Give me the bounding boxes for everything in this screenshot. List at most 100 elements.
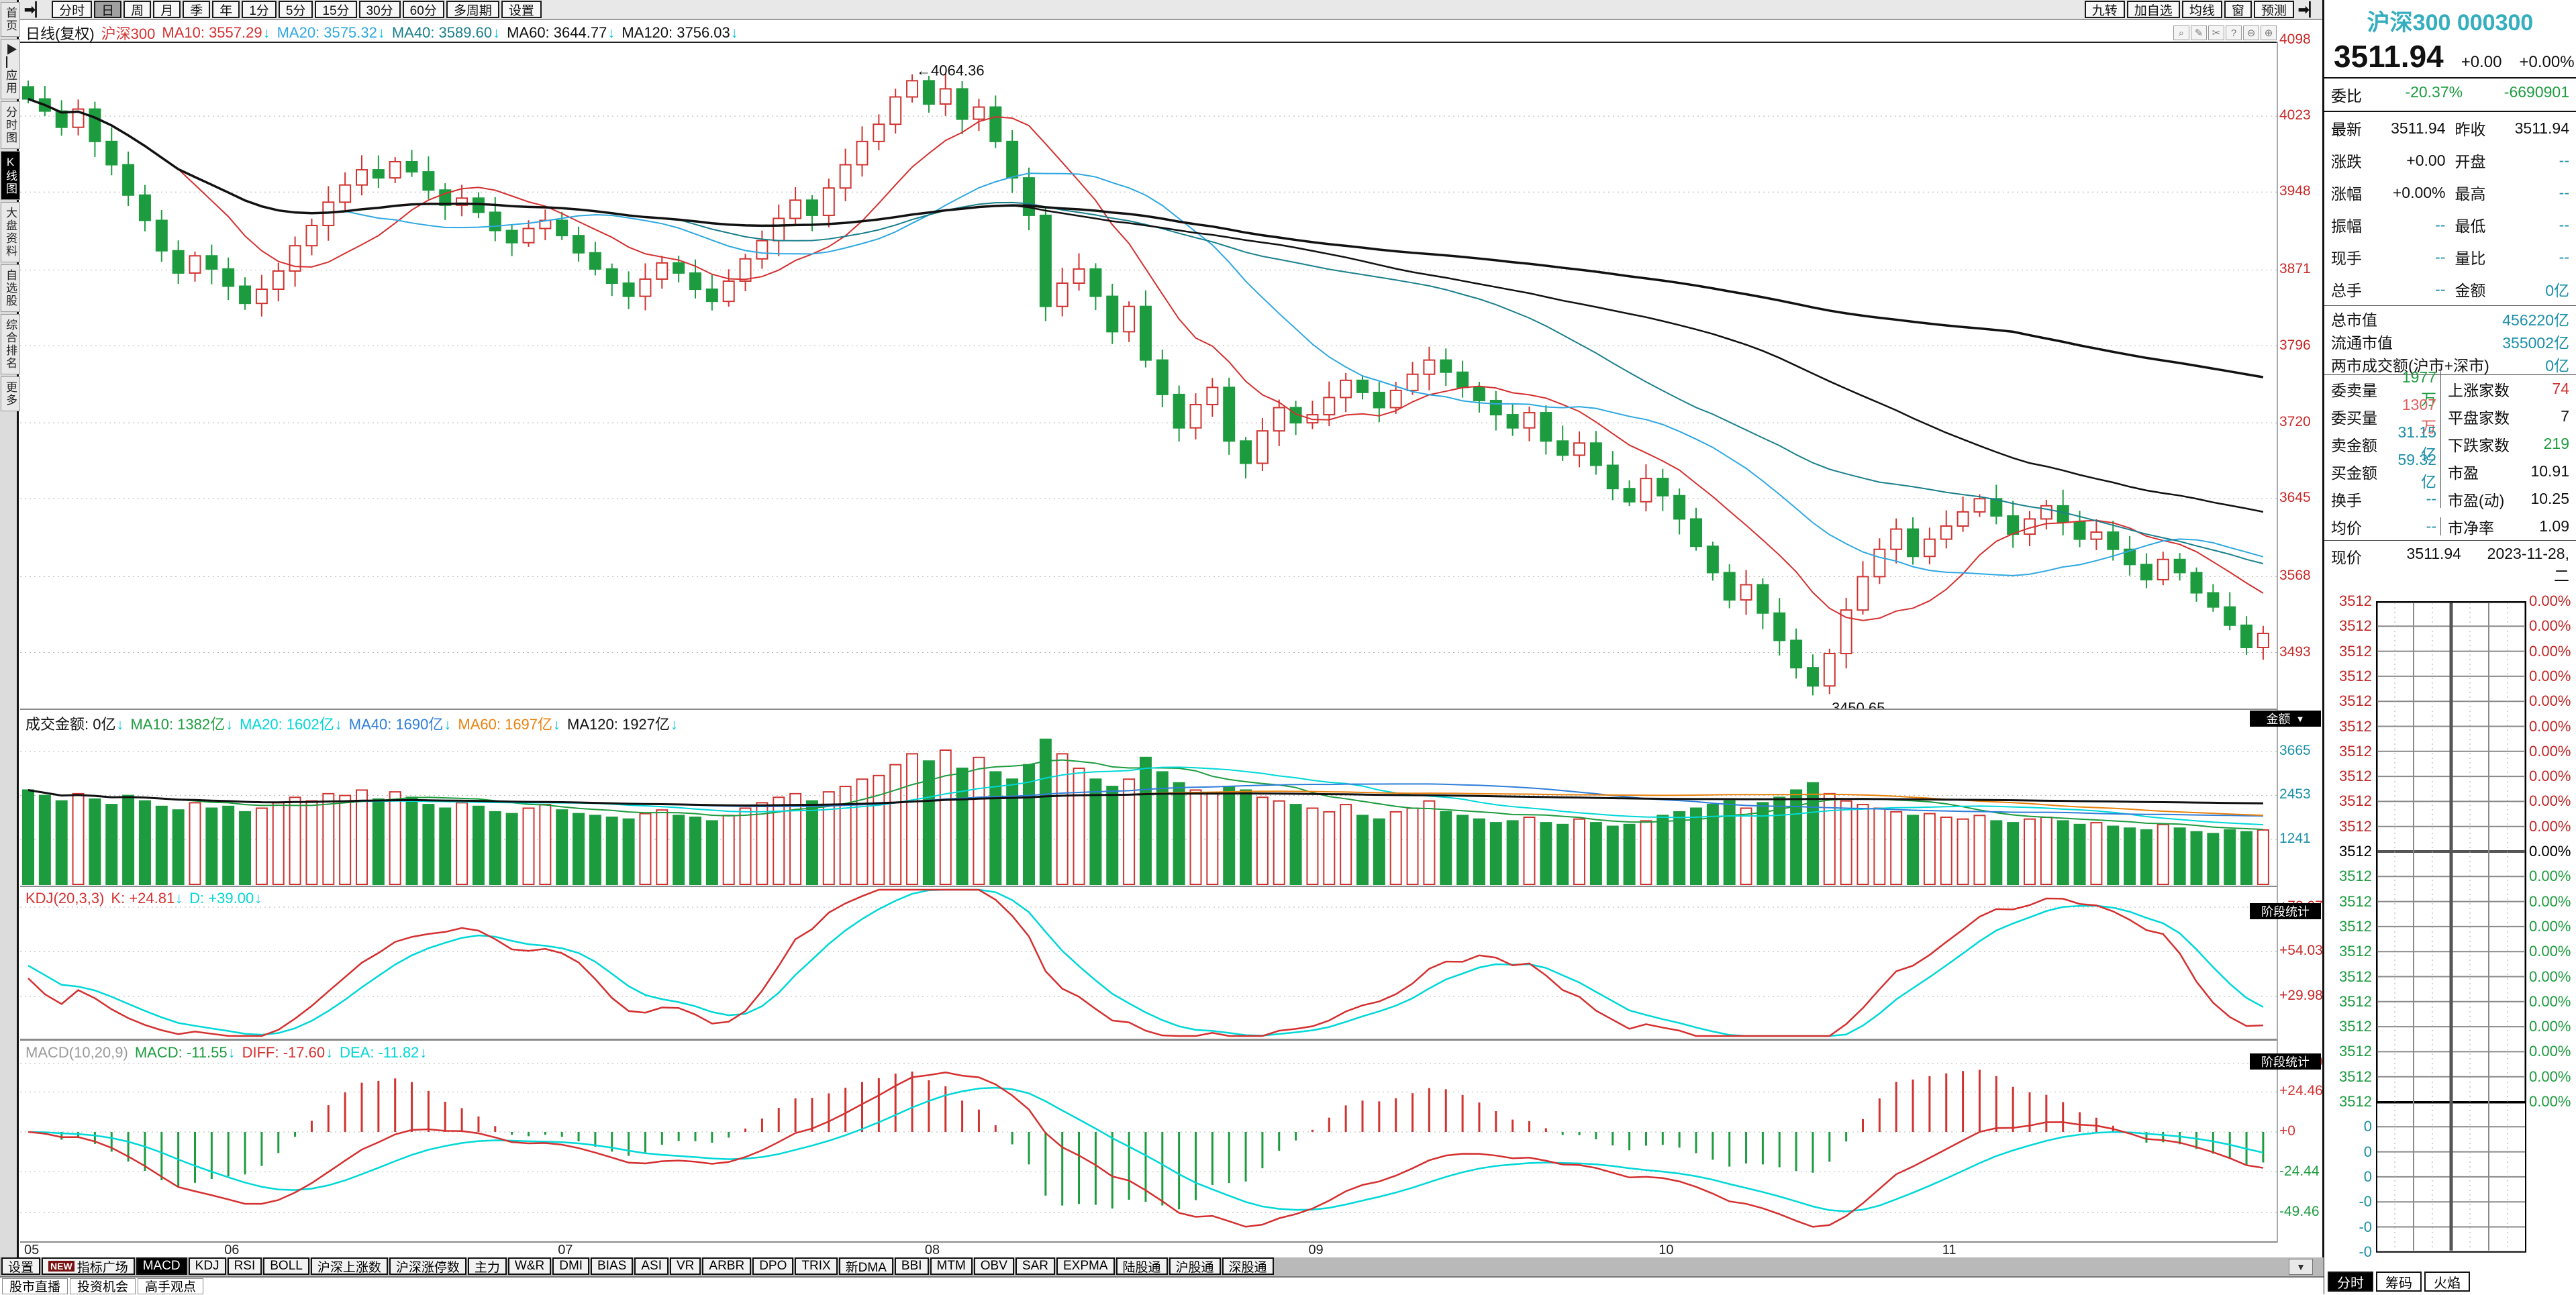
period-tab-15分[interactable]: 15分 [315, 1, 357, 18]
zoom-out-icon[interactable]: ⊖ [2243, 25, 2259, 40]
x-axis-label-07: 07 [558, 1243, 573, 1257]
divider [2324, 77, 2576, 79]
indicator-tab-深股通[interactable]: 深股通 [1222, 1257, 1274, 1275]
sidebar-item-大盘资料[interactable]: 大盘资料 [1, 202, 20, 262]
indicator-tab-新DMA[interactable]: 新DMA [838, 1257, 893, 1275]
indicator-tab-沪深上涨数[interactable]: 沪深上涨数 [310, 1257, 388, 1275]
quote-wide-row: 流通市值 355002亿 [2324, 329, 2576, 352]
toolbar-button-九转[interactable]: 九转 [2084, 1, 2125, 18]
x-axis-row: 05 06 07 08 09 10 11 [20, 1243, 2277, 1257]
mini-tab-筹码[interactable]: 筹码 [2376, 1272, 2422, 1292]
period-tab-月[interactable]: 月 [153, 1, 181, 18]
toolbar-right-arrow-icon[interactable]: ➡▏ [2297, 2, 2320, 17]
indicator-tab-BIAS[interactable]: BIAS [591, 1257, 634, 1275]
weibi-value: -20.37% [2405, 83, 2463, 101]
indicator-tab-VR[interactable]: VR [669, 1257, 701, 1275]
quote-label: 市净率 [2448, 519, 2494, 537]
sidebar-item-首页[interactable]: 首页 [1, 2, 20, 37]
indicator-tab-RSI[interactable]: RSI [227, 1257, 262, 1275]
period-tab-1分[interactable]: 1分 [242, 1, 277, 18]
toolbar-left-arrow-icon[interactable]: ➡▏ [24, 2, 46, 17]
sidebar-item-分时图[interactable]: 分时图 [1, 101, 20, 149]
quote-wide-rows: 总市值 456220亿 流通市值 355002亿 两市成交额(沪市+深市) 0亿 [2324, 306, 2576, 374]
legend-item: DEA: -11.82↓ [340, 1044, 428, 1061]
down-arrow-icon: ↓ [419, 1044, 428, 1061]
collapse-pane-icon[interactable]: ▼ [2289, 1259, 2313, 1275]
indicator-tab-陆股通[interactable]: 陆股通 [1116, 1257, 1168, 1275]
indicator-tab-TRIX[interactable]: TRIX [795, 1257, 838, 1275]
magnifier-icon[interactable]: ⌕ [2173, 25, 2189, 40]
indicator-tab-OBV[interactable]: OBV [973, 1257, 1014, 1275]
indicator-tab-主力[interactable]: 主力 [467, 1257, 507, 1275]
mini-pct-label: 0.00% [2529, 868, 2571, 885]
indicator-tab-KDJ[interactable]: KDJ [188, 1257, 226, 1275]
legend-item: 成交金额: 0亿↓ [26, 716, 124, 733]
toolbar-button-窗[interactable]: 窗 [2224, 1, 2252, 18]
quote-row: 总手 -- 金额 0亿 [2324, 273, 2576, 305]
indicator-tab-MTM[interactable]: MTM [930, 1257, 973, 1275]
indicator-tab-指标广场[interactable]: NEW 指标广场 [42, 1257, 135, 1275]
zoom-in-icon[interactable]: ⊕ [2261, 25, 2277, 40]
period-tab-60分[interactable]: 60分 [402, 1, 444, 18]
mini-volume-label: 0 [2363, 1168, 2372, 1185]
period-tab-年[interactable]: 年 [212, 1, 240, 18]
quote-label: 金额 [2455, 282, 2486, 299]
quote-label: 昨收 [2455, 121, 2486, 138]
indicator-tab-EXPMA[interactable]: EXPMA [1056, 1257, 1115, 1275]
mini-pct-label: 0.00% [2529, 617, 2571, 635]
scissors-icon[interactable]: ✂ [2208, 25, 2224, 40]
indicator-tab-label: MACD [142, 1259, 181, 1273]
indicator-tab-label: SAR [1022, 1259, 1048, 1273]
x-axis-label-09: 09 [1308, 1243, 1324, 1257]
quote-wide-row: 总市值 456220亿 [2324, 306, 2576, 329]
indicator-tab-DPO[interactable]: DPO [752, 1257, 794, 1275]
indicator-tab-W&R[interactable]: W&R [507, 1257, 552, 1275]
kdj-stats-button[interactable]: 阶段统计 [2250, 903, 2321, 919]
period-tab-分时[interactable]: 分时 [52, 1, 93, 18]
toolbar-button-加自选[interactable]: 加自选 [2126, 1, 2180, 18]
mini-tab-火焰[interactable]: 火焰 [2424, 1272, 2470, 1292]
indicator-tab-ARBR[interactable]: ARBR [702, 1257, 752, 1275]
toolbar-button-均线[interactable]: 均线 [2181, 1, 2222, 18]
sidebar-item-K线图[interactable]: K线图 [1, 151, 20, 200]
indicator-tab-沪深涨停数[interactable]: 沪深涨停数 [389, 1257, 466, 1275]
quote-value: -- [2559, 215, 2569, 234]
svg-text:←3450.65: ←3450.65 [1817, 699, 1885, 709]
indicator-tab-label: BBI [901, 1259, 922, 1273]
macd-stats-button[interactable]: 阶段统计 [2250, 1053, 2321, 1070]
indicator-tab-SAR[interactable]: SAR [1015, 1257, 1055, 1275]
indicator-tab-label: 指标广场 [77, 1260, 128, 1275]
quote-value: 31.15亿 [2389, 423, 2441, 464]
sidebar-item-更多[interactable]: 更多 [1, 376, 20, 411]
sidebar-item-综合排名[interactable]: 综合排名 [1, 314, 20, 374]
indicator-tab-BBI[interactable]: BBI [894, 1257, 929, 1275]
period-tab-设置[interactable]: 设置 [501, 1, 542, 18]
period-tab-多周期[interactable]: 多周期 [446, 1, 499, 18]
price-axis-label: 3796 [2279, 337, 2311, 353]
indicator-tab-BOLL[interactable]: BOLL [263, 1257, 309, 1275]
info-tab-投资机会[interactable]: 投资机会 [70, 1278, 136, 1294]
period-tab-30分[interactable]: 30分 [358, 1, 401, 18]
info-tab-股市直播[interactable]: 股市直播 [2, 1278, 68, 1294]
indicator-tab-MACD[interactable]: MACD [136, 1257, 187, 1275]
period-tab-季[interactable]: 季 [183, 1, 211, 18]
indicator-tab-DMI[interactable]: DMI [552, 1257, 590, 1275]
mini-pct-label: 0.00% [2529, 592, 2571, 609]
period-tab-日[interactable]: 日 [94, 1, 122, 18]
legend-item: MA10: 3557.29↓ [162, 24, 270, 41]
sidebar-item-应用[interactable]: ▶▏应用 [1, 39, 20, 99]
toolbar-button-预测[interactable]: 预测 [2253, 1, 2294, 18]
draw-icon[interactable]: ✎ [2191, 25, 2207, 40]
mini-volume-label: -0 [2359, 1193, 2372, 1210]
volume-mode-button[interactable]: 金额 ▼ [2250, 711, 2321, 727]
indicator-tab-ASI[interactable]: ASI [634, 1257, 668, 1275]
info-tab-高手观点[interactable]: 高手观点 [138, 1278, 204, 1294]
sidebar-item-自选股[interactable]: 自选股 [1, 264, 20, 312]
mini-tab-分时[interactable]: 分时 [2328, 1272, 2373, 1292]
help-icon[interactable]: ? [2226, 25, 2242, 40]
period-tab-5分[interactable]: 5分 [278, 1, 313, 18]
period-tab-周[interactable]: 周 [123, 1, 152, 18]
indicator-tab-设置[interactable]: 设置 [1, 1257, 41, 1275]
indicator-tab-label: 沪深上涨数 [317, 1260, 381, 1275]
indicator-tab-沪股通[interactable]: 沪股通 [1169, 1257, 1221, 1275]
